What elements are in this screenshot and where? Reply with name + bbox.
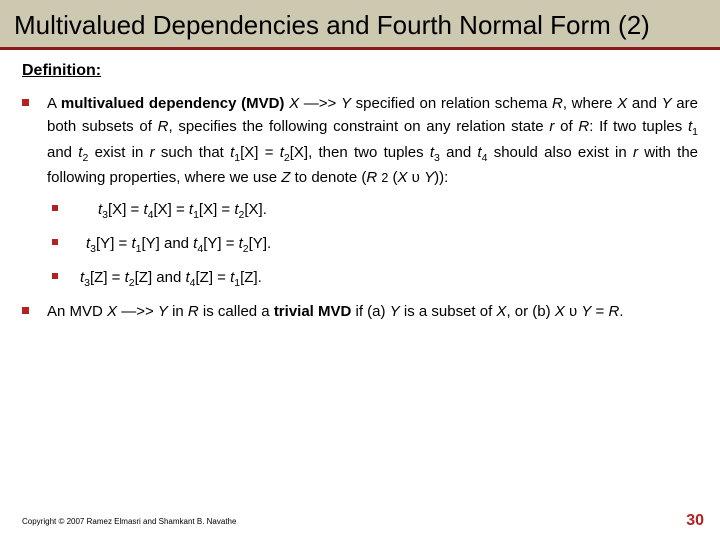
sub-bullet-row: t3[X] = t4[X] = t1[X] = t2[X]. <box>52 199 698 223</box>
trivial-paragraph: An MVD X —>> Y in R is called a trivial … <box>47 300 623 323</box>
sub-item-3: t3[Z] = t2[Z] and t4[Z] = t1[Z]. <box>80 267 262 291</box>
main-bullet-row: A multivalued dependency (MVD) X —>> Y s… <box>22 92 698 189</box>
sub-item-1: t3[X] = t4[X] = t1[X] = t2[X]. <box>98 199 267 223</box>
sub-item-2: t3[Y] = t1[Y] and t4[Y] = t2[Y]. <box>86 233 271 257</box>
sub-bullets: t3[X] = t4[X] = t1[X] = t2[X]. t3[Y] = t… <box>22 199 698 290</box>
sub-bullet-row: t3[Z] = t2[Z] and t4[Z] = t1[Z]. <box>52 267 698 291</box>
slide-title: Multivalued Dependencies and Fourth Norm… <box>14 10 706 41</box>
content-area: Definition: A multivalued dependency (MV… <box>0 50 720 323</box>
definition-heading: Definition: <box>22 62 698 80</box>
sub-bullet-row: t3[Y] = t1[Y] and t4[Y] = t2[Y]. <box>52 233 698 257</box>
bullet-icon <box>52 205 58 211</box>
bullet-icon <box>52 239 58 245</box>
title-bar: Multivalued Dependencies and Fourth Norm… <box>0 0 720 50</box>
bullet-icon <box>22 99 29 106</box>
copyright-text: Copyright © 2007 Ramez Elmasri and Shamk… <box>22 517 236 526</box>
bullet-icon <box>52 273 58 279</box>
main-paragraph: A multivalued dependency (MVD) X —>> Y s… <box>47 92 698 189</box>
trivial-bullet-row: An MVD X —>> Y in R is called a trivial … <box>22 300 698 323</box>
bullet-icon <box>22 307 29 314</box>
page-number: 30 <box>686 512 704 530</box>
